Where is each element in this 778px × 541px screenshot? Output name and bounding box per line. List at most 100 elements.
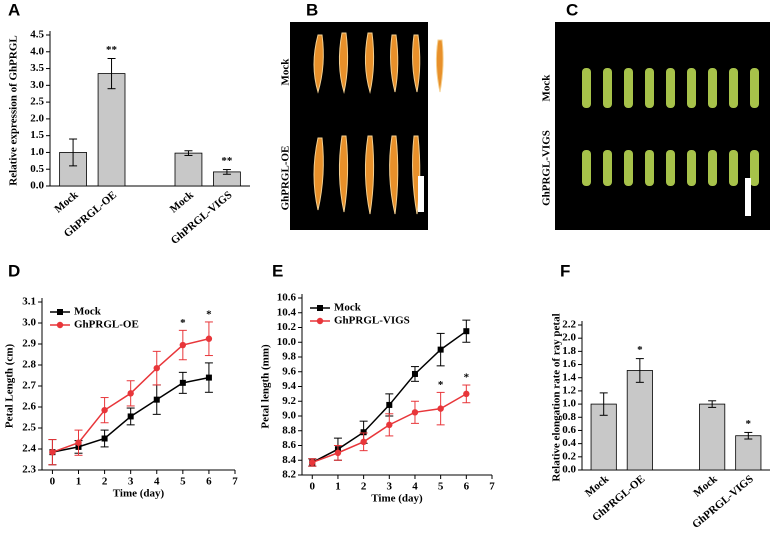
marker [127,390,134,397]
photo-b [290,22,444,230]
y-tick-label: 2.5 [22,422,36,434]
marker [127,413,134,420]
x-tick-label: 1 [76,476,82,488]
marker [153,364,160,372]
y-tick-label: 4.0 [30,45,44,57]
y-tick-label: 1.5 [30,129,44,141]
row-label: Mock [541,74,553,102]
marker [101,435,108,442]
marker [153,396,160,403]
significance: * [438,379,444,391]
row-label: Mock [280,58,292,86]
x-tick-label: 5 [180,476,186,488]
marker [205,335,213,342]
legend-marker [316,317,324,325]
y-tick-label: 9.4 [282,380,296,392]
x-tick-label: Mock [691,472,720,499]
y-tick-label: 1.6 [562,358,576,370]
y-tick-label: 3.5 [30,62,44,74]
x-tick-label: 0 [50,476,56,488]
y-tick-label: 2.4 [22,443,36,455]
panel-label: D [8,261,20,280]
y-tick-label: 1.0 [30,146,44,158]
marker [334,449,342,457]
y-tick-label: 0.4 [562,437,576,449]
y-tick-label: 0.0 [30,180,44,192]
marker [75,439,82,446]
x-tick-label: 5 [438,481,444,493]
x-tick-label: 1 [335,481,341,493]
y-tick-label: 2.5 [30,96,44,108]
y-tick-label: 10.4 [277,306,297,318]
y-axis-label: Relative elongation rate of ray petal [551,313,563,481]
y-tick-label: 2.3 [22,464,36,476]
x-tick-label: 6 [464,481,470,493]
x-tick-label: 2 [361,481,367,493]
marker [437,405,444,412]
x-tick-label: Mock [583,472,612,499]
y-tick-label: 0.2 [562,450,576,462]
significance: * [637,344,643,356]
x-tick-label: 4 [412,481,418,493]
bar [626,370,653,471]
x-tick-label: GhPRGL-VIGS [690,473,756,531]
marker [101,406,108,414]
legend-marker [56,321,64,329]
y-tick-label: 1.8 [562,345,576,357]
legend-label: Mock [74,306,102,318]
marker [411,370,418,377]
bar [735,435,762,471]
marker [386,421,393,429]
legend-marker [317,305,323,311]
bar [174,152,203,187]
y-tick-label: 8.2 [282,469,296,481]
y-tick-label: 10.6 [277,292,297,304]
x-tick-label: 4 [154,476,160,488]
photo-background [555,22,770,230]
y-tick-label: 0.5 [30,163,44,175]
marker [309,459,316,466]
y-tick-label: 2.9 [22,338,36,350]
y-tick-label: 0.0 [562,464,576,476]
legend-label: Mock [334,302,362,314]
y-tick-label: 9.6 [282,365,296,377]
significance: * [746,418,752,430]
y-tick-label: 2.2 [562,319,576,331]
x-tick-label: Mock [168,188,197,215]
legend-label: GhPRGL-VIGS [334,315,410,327]
y-tick-label: 1.4 [562,371,576,383]
significance: ** [106,44,118,56]
y-tick-label: 1.0 [562,398,576,410]
y-tick-label: 3.0 [22,317,36,329]
y-tick-label: 4.5 [30,29,44,41]
y-tick-label: 8.6 [282,439,296,451]
y-tick-label: 3.0 [30,79,44,91]
y-tick-label: 10.0 [277,336,297,348]
y-tick-label: 0.8 [562,411,576,423]
y-tick-label: 2.8 [22,359,36,371]
x-tick-label: 3 [387,481,393,493]
y-tick-label: 8.4 [282,454,296,466]
y-tick-label: 0.6 [562,424,576,436]
y-axis-label: Relative expression of GhPRGL [8,35,20,185]
legend-marker [57,309,63,315]
bar [97,73,126,187]
y-axis-label: Petal length (mm) [260,344,272,429]
marker [49,448,56,456]
y-tick-label: 2.7 [22,380,36,392]
marker [179,341,187,349]
x-tick-label: 3 [128,476,134,488]
significance: * [206,308,212,320]
y-tick-label: 2.0 [562,332,576,344]
y-tick-label: 1.2 [562,384,576,396]
significance: * [180,317,186,329]
x-axis-label: Time (day) [371,493,423,505]
photo-background [290,22,428,230]
y-tick-label: 2.6 [22,401,36,413]
x-axis-label: Time (day) [113,488,165,500]
significance: * [464,372,470,384]
x-tick-label: 7 [232,476,238,488]
panel-label: F [560,261,570,280]
y-tick-label: 3.1 [22,296,36,308]
